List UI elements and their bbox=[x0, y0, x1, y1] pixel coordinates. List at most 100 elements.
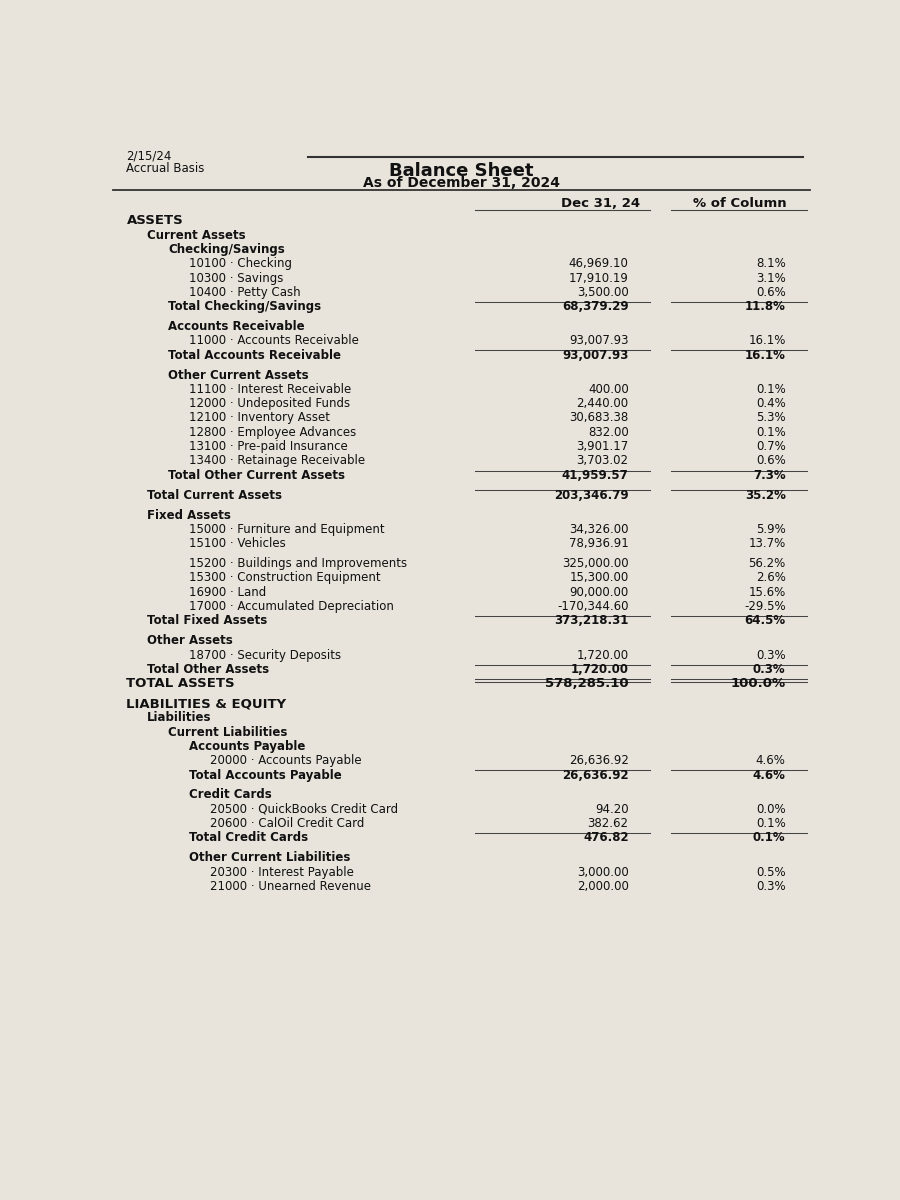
Text: Total Current Assets: Total Current Assets bbox=[148, 488, 283, 502]
Text: 382.62: 382.62 bbox=[588, 817, 628, 830]
Text: LIABILITIES & EQUITY: LIABILITIES & EQUITY bbox=[126, 697, 286, 710]
Text: TOTAL ASSETS: TOTAL ASSETS bbox=[126, 677, 235, 690]
Text: Checking/Savings: Checking/Savings bbox=[168, 242, 285, 256]
Text: 46,969.10: 46,969.10 bbox=[569, 257, 628, 270]
Text: 90,000.00: 90,000.00 bbox=[570, 586, 628, 599]
Text: Total Checking/Savings: Total Checking/Savings bbox=[168, 300, 321, 313]
Text: Total Other Assets: Total Other Assets bbox=[148, 662, 269, 676]
Text: 15,300.00: 15,300.00 bbox=[570, 571, 628, 584]
Text: 41,959.57: 41,959.57 bbox=[562, 469, 628, 481]
Text: Other Current Assets: Other Current Assets bbox=[168, 368, 309, 382]
Text: 12800 · Employee Advances: 12800 · Employee Advances bbox=[189, 426, 356, 439]
Text: 94.20: 94.20 bbox=[595, 803, 628, 816]
Text: -29.5%: -29.5% bbox=[744, 600, 786, 613]
Text: 15200 · Buildings and Improvements: 15200 · Buildings and Improvements bbox=[189, 557, 408, 570]
Text: Credit Cards: Credit Cards bbox=[189, 788, 272, 802]
Text: 35.2%: 35.2% bbox=[744, 488, 786, 502]
Text: 7.3%: 7.3% bbox=[753, 469, 786, 481]
Text: 0.6%: 0.6% bbox=[756, 286, 786, 299]
Text: 15000 · Furniture and Equipment: 15000 · Furniture and Equipment bbox=[189, 523, 385, 536]
Text: Total Other Current Assets: Total Other Current Assets bbox=[168, 469, 346, 481]
Text: Other Current Liabilities: Other Current Liabilities bbox=[189, 851, 351, 864]
Text: 578,285.10: 578,285.10 bbox=[545, 677, 628, 690]
Text: 203,346.79: 203,346.79 bbox=[554, 488, 628, 502]
Text: 34,326.00: 34,326.00 bbox=[569, 523, 628, 536]
Text: 400.00: 400.00 bbox=[588, 383, 628, 396]
Text: 2,000.00: 2,000.00 bbox=[577, 880, 628, 893]
Text: 20000 · Accounts Payable: 20000 · Accounts Payable bbox=[210, 755, 362, 767]
Text: 10300 · Savings: 10300 · Savings bbox=[189, 271, 284, 284]
Text: 0.3%: 0.3% bbox=[753, 662, 786, 676]
Text: Other Assets: Other Assets bbox=[148, 634, 233, 647]
Text: 2,440.00: 2,440.00 bbox=[577, 397, 628, 410]
Text: 13400 · Retainage Receivable: 13400 · Retainage Receivable bbox=[189, 455, 365, 468]
Text: 0.3%: 0.3% bbox=[756, 648, 786, 661]
Text: 17,910.19: 17,910.19 bbox=[569, 271, 628, 284]
Text: 8.1%: 8.1% bbox=[756, 257, 786, 270]
Text: 0.7%: 0.7% bbox=[756, 440, 786, 454]
Text: 1,720.00: 1,720.00 bbox=[571, 662, 628, 676]
Text: 0.1%: 0.1% bbox=[756, 383, 786, 396]
Text: 56.2%: 56.2% bbox=[748, 557, 786, 570]
Text: 13.7%: 13.7% bbox=[748, 538, 786, 550]
Text: 3,901.17: 3,901.17 bbox=[576, 440, 628, 454]
Text: 68,379.29: 68,379.29 bbox=[562, 300, 628, 313]
Text: 11100 · Interest Receivable: 11100 · Interest Receivable bbox=[189, 383, 352, 396]
Text: As of December 31, 2024: As of December 31, 2024 bbox=[363, 176, 560, 191]
Text: 3.1%: 3.1% bbox=[756, 271, 786, 284]
Text: 11.8%: 11.8% bbox=[744, 300, 786, 313]
Text: 15.6%: 15.6% bbox=[748, 586, 786, 599]
Text: 26,636.92: 26,636.92 bbox=[562, 769, 628, 781]
Text: 3,703.02: 3,703.02 bbox=[577, 455, 628, 468]
Text: Fixed Assets: Fixed Assets bbox=[148, 509, 231, 522]
Text: Current Assets: Current Assets bbox=[148, 228, 246, 241]
Text: 15100 · Vehicles: 15100 · Vehicles bbox=[189, 538, 286, 550]
Text: 12100 · Inventory Asset: 12100 · Inventory Asset bbox=[189, 412, 330, 425]
Text: 64.5%: 64.5% bbox=[744, 614, 786, 628]
Text: 2.6%: 2.6% bbox=[756, 571, 786, 584]
Text: 100.0%: 100.0% bbox=[731, 677, 786, 690]
Text: 26,636.92: 26,636.92 bbox=[569, 755, 628, 767]
Text: 373,218.31: 373,218.31 bbox=[554, 614, 628, 628]
Text: 10100 · Checking: 10100 · Checking bbox=[189, 257, 292, 270]
Text: 11000 · Accounts Receivable: 11000 · Accounts Receivable bbox=[189, 335, 359, 347]
Text: 20600 · CalOil Credit Card: 20600 · CalOil Credit Card bbox=[210, 817, 364, 830]
Text: Accrual Basis: Accrual Basis bbox=[126, 162, 205, 174]
Text: 0.1%: 0.1% bbox=[756, 817, 786, 830]
Text: 0.1%: 0.1% bbox=[756, 426, 786, 439]
Text: 0.1%: 0.1% bbox=[753, 832, 786, 845]
Text: 0.3%: 0.3% bbox=[756, 880, 786, 893]
Text: ASSETS: ASSETS bbox=[126, 215, 184, 227]
Text: 17000 · Accumulated Depreciation: 17000 · Accumulated Depreciation bbox=[189, 600, 394, 613]
Text: 18700 · Security Deposits: 18700 · Security Deposits bbox=[189, 648, 341, 661]
Text: Total Fixed Assets: Total Fixed Assets bbox=[148, 614, 267, 628]
Text: Balance Sheet: Balance Sheet bbox=[389, 162, 534, 180]
Text: 78,936.91: 78,936.91 bbox=[569, 538, 628, 550]
Text: 93,007.93: 93,007.93 bbox=[569, 335, 628, 347]
Text: 12000 · Undeposited Funds: 12000 · Undeposited Funds bbox=[189, 397, 350, 410]
Text: 3,500.00: 3,500.00 bbox=[577, 286, 628, 299]
Text: 832.00: 832.00 bbox=[588, 426, 628, 439]
Text: Total Credit Cards: Total Credit Cards bbox=[189, 832, 309, 845]
Text: -170,344.60: -170,344.60 bbox=[557, 600, 628, 613]
Text: 476.82: 476.82 bbox=[583, 832, 628, 845]
Text: 30,683.38: 30,683.38 bbox=[570, 412, 628, 425]
Text: Liabilities: Liabilities bbox=[148, 712, 211, 725]
Text: 4.6%: 4.6% bbox=[752, 769, 786, 781]
Text: 1,720.00: 1,720.00 bbox=[577, 648, 628, 661]
Text: 16.1%: 16.1% bbox=[744, 349, 786, 361]
Text: 2/15/24: 2/15/24 bbox=[126, 150, 172, 162]
Text: 0.4%: 0.4% bbox=[756, 397, 786, 410]
Text: 16900 · Land: 16900 · Land bbox=[189, 586, 266, 599]
Text: 0.0%: 0.0% bbox=[756, 803, 786, 816]
Text: 5.3%: 5.3% bbox=[756, 412, 786, 425]
Text: Accounts Receivable: Accounts Receivable bbox=[168, 320, 305, 334]
Text: 20500 · QuickBooks Credit Card: 20500 · QuickBooks Credit Card bbox=[210, 803, 399, 816]
Text: Dec 31, 24: Dec 31, 24 bbox=[562, 197, 640, 210]
Text: 20300 · Interest Payable: 20300 · Interest Payable bbox=[210, 865, 354, 878]
Text: 10400 · Petty Cash: 10400 · Petty Cash bbox=[189, 286, 301, 299]
Text: Current Liabilities: Current Liabilities bbox=[168, 726, 288, 739]
Text: % of Column: % of Column bbox=[693, 197, 788, 210]
Text: 0.6%: 0.6% bbox=[756, 455, 786, 468]
Text: 325,000.00: 325,000.00 bbox=[562, 557, 628, 570]
